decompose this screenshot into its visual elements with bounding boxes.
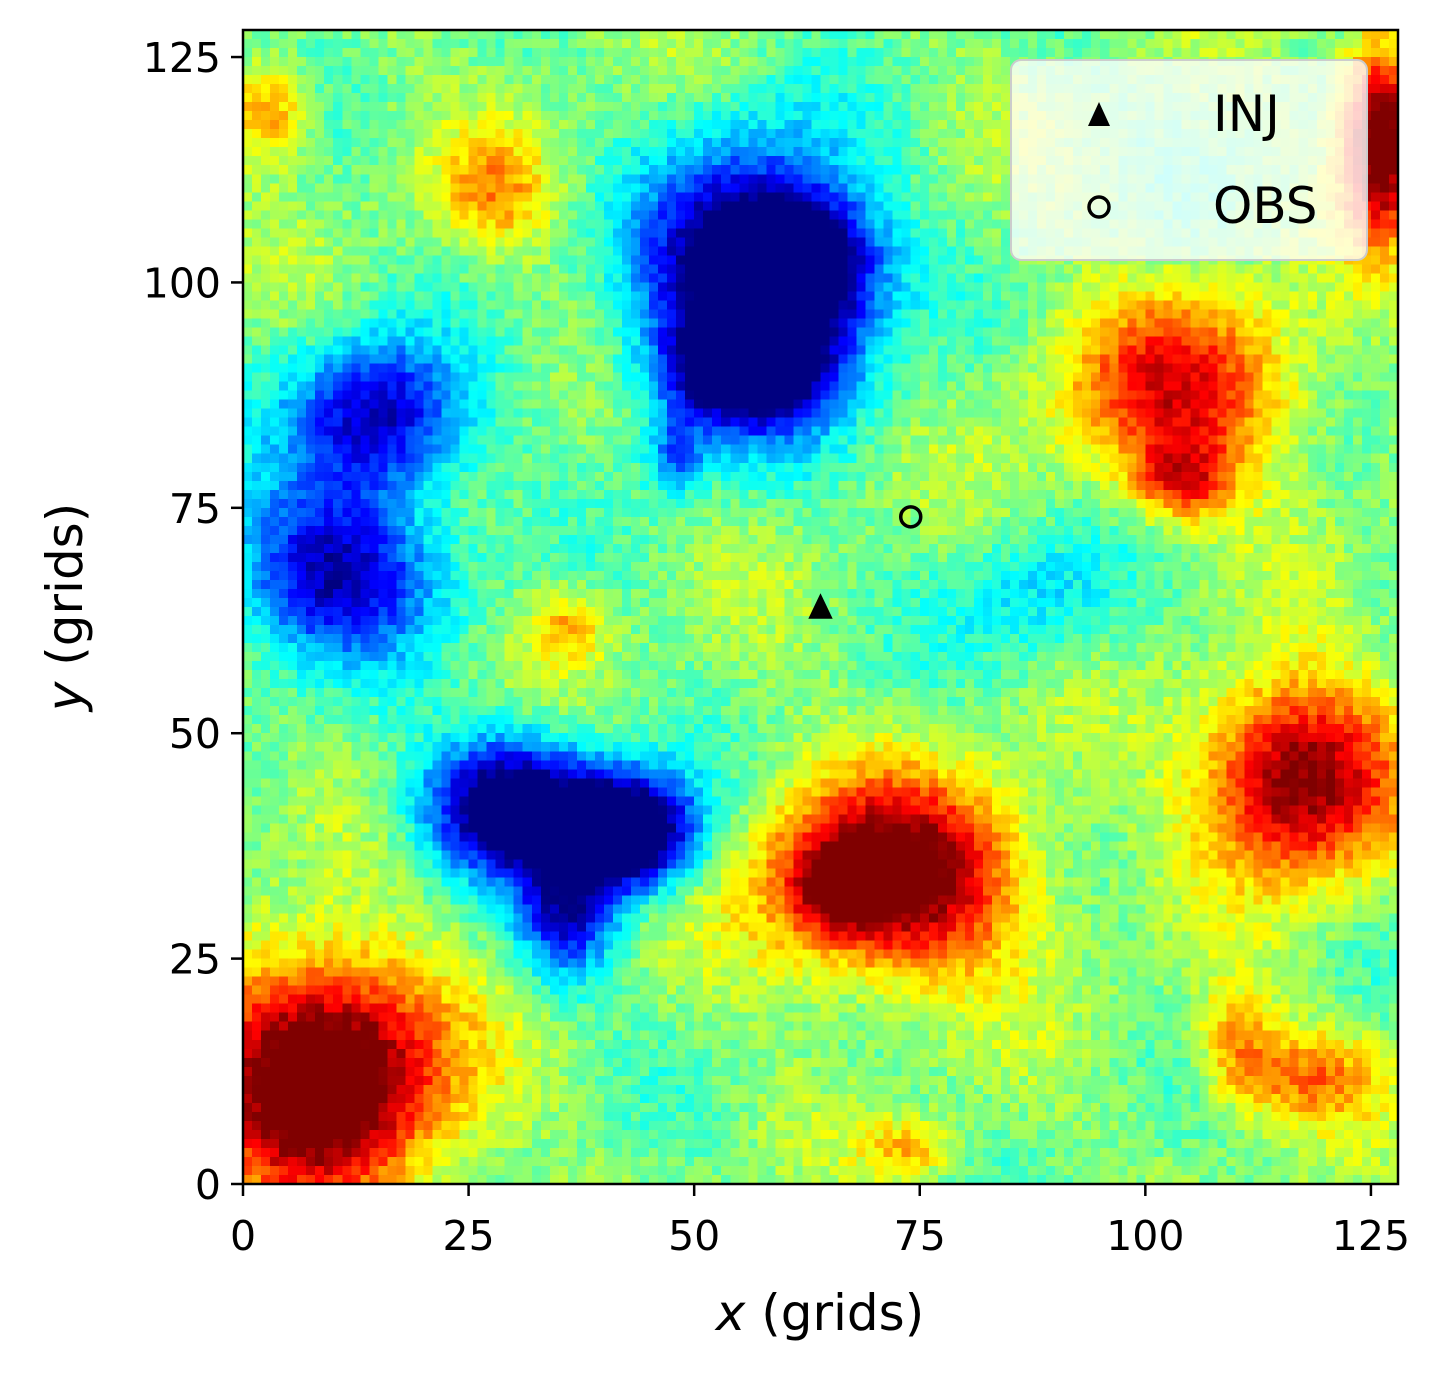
y-tick-label: 0 xyxy=(195,1161,221,1209)
x-axis-label: x (grids) xyxy=(714,1284,924,1342)
y-tick-label: 75 xyxy=(169,485,221,533)
well-markers xyxy=(808,505,923,619)
y-axis-label: y (grids) xyxy=(36,503,94,713)
y-tick-label: 125 xyxy=(143,34,221,82)
legend-obs-label: OBS xyxy=(1213,177,1318,235)
legend: INJ OBS xyxy=(1010,59,1368,261)
legend-inj-triangle-icon xyxy=(1088,102,1110,126)
x-tick-label: 100 xyxy=(1106,1212,1184,1260)
y-tick-label: 100 xyxy=(143,259,221,307)
legend-inj-label: INJ xyxy=(1213,85,1280,143)
marker-obs xyxy=(898,505,923,529)
x-tick-label: 0 xyxy=(230,1212,256,1260)
marker-inj xyxy=(808,593,833,619)
y-tick-label: 50 xyxy=(169,710,221,758)
y-axis: 0 25 50 75 100 125 xyxy=(143,34,243,1209)
x-tick-label: 25 xyxy=(443,1212,495,1260)
x-tick-label: 125 xyxy=(1332,1212,1410,1260)
y-tick-label: 25 xyxy=(169,936,221,984)
x-tick-label: 50 xyxy=(668,1212,720,1260)
x-axis: 0 25 50 75 100 125 xyxy=(230,1184,1410,1260)
x-tick-label: 75 xyxy=(894,1212,946,1260)
legend-obs-circle-icon xyxy=(1087,195,1111,219)
plot-frame xyxy=(241,28,1400,1186)
